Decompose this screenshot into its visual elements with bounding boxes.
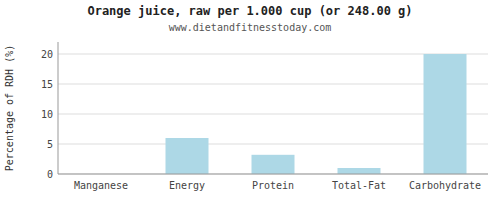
bar [424, 54, 467, 174]
x-tick-label: Energy [169, 180, 205, 191]
bars [166, 54, 467, 174]
x-tick-label: Carbohydrate [409, 180, 481, 191]
y-axis-label: Percentage of RDH (%) [4, 45, 15, 171]
bar [252, 155, 295, 174]
y-tick-label: 5 [47, 139, 53, 150]
bar [166, 138, 209, 174]
title: Orange juice, raw per 1.000 cup (or 248.… [87, 4, 412, 18]
grid [58, 54, 488, 174]
grid-line [58, 174, 488, 175]
x-tick-label: Total-Fat [332, 180, 386, 191]
x-tick-label: Protein [252, 180, 294, 191]
subtitle: www.dietandfitnesstoday.com [169, 22, 332, 33]
chart-container: Orange juice, raw per 1.000 cup (or 248.… [0, 0, 500, 200]
y-tick-label: 15 [41, 79, 53, 90]
y-axis-line [58, 42, 59, 174]
y-tick-label: 10 [41, 109, 53, 120]
x-axis-line [58, 174, 488, 175]
y-tick-label: 20 [41, 49, 53, 60]
x-tick-label: Manganese [74, 180, 128, 191]
chart-svg: Orange juice, raw per 1.000 cup (or 248.… [0, 0, 500, 200]
bar [338, 168, 381, 174]
y-tick-label: 0 [47, 169, 53, 180]
